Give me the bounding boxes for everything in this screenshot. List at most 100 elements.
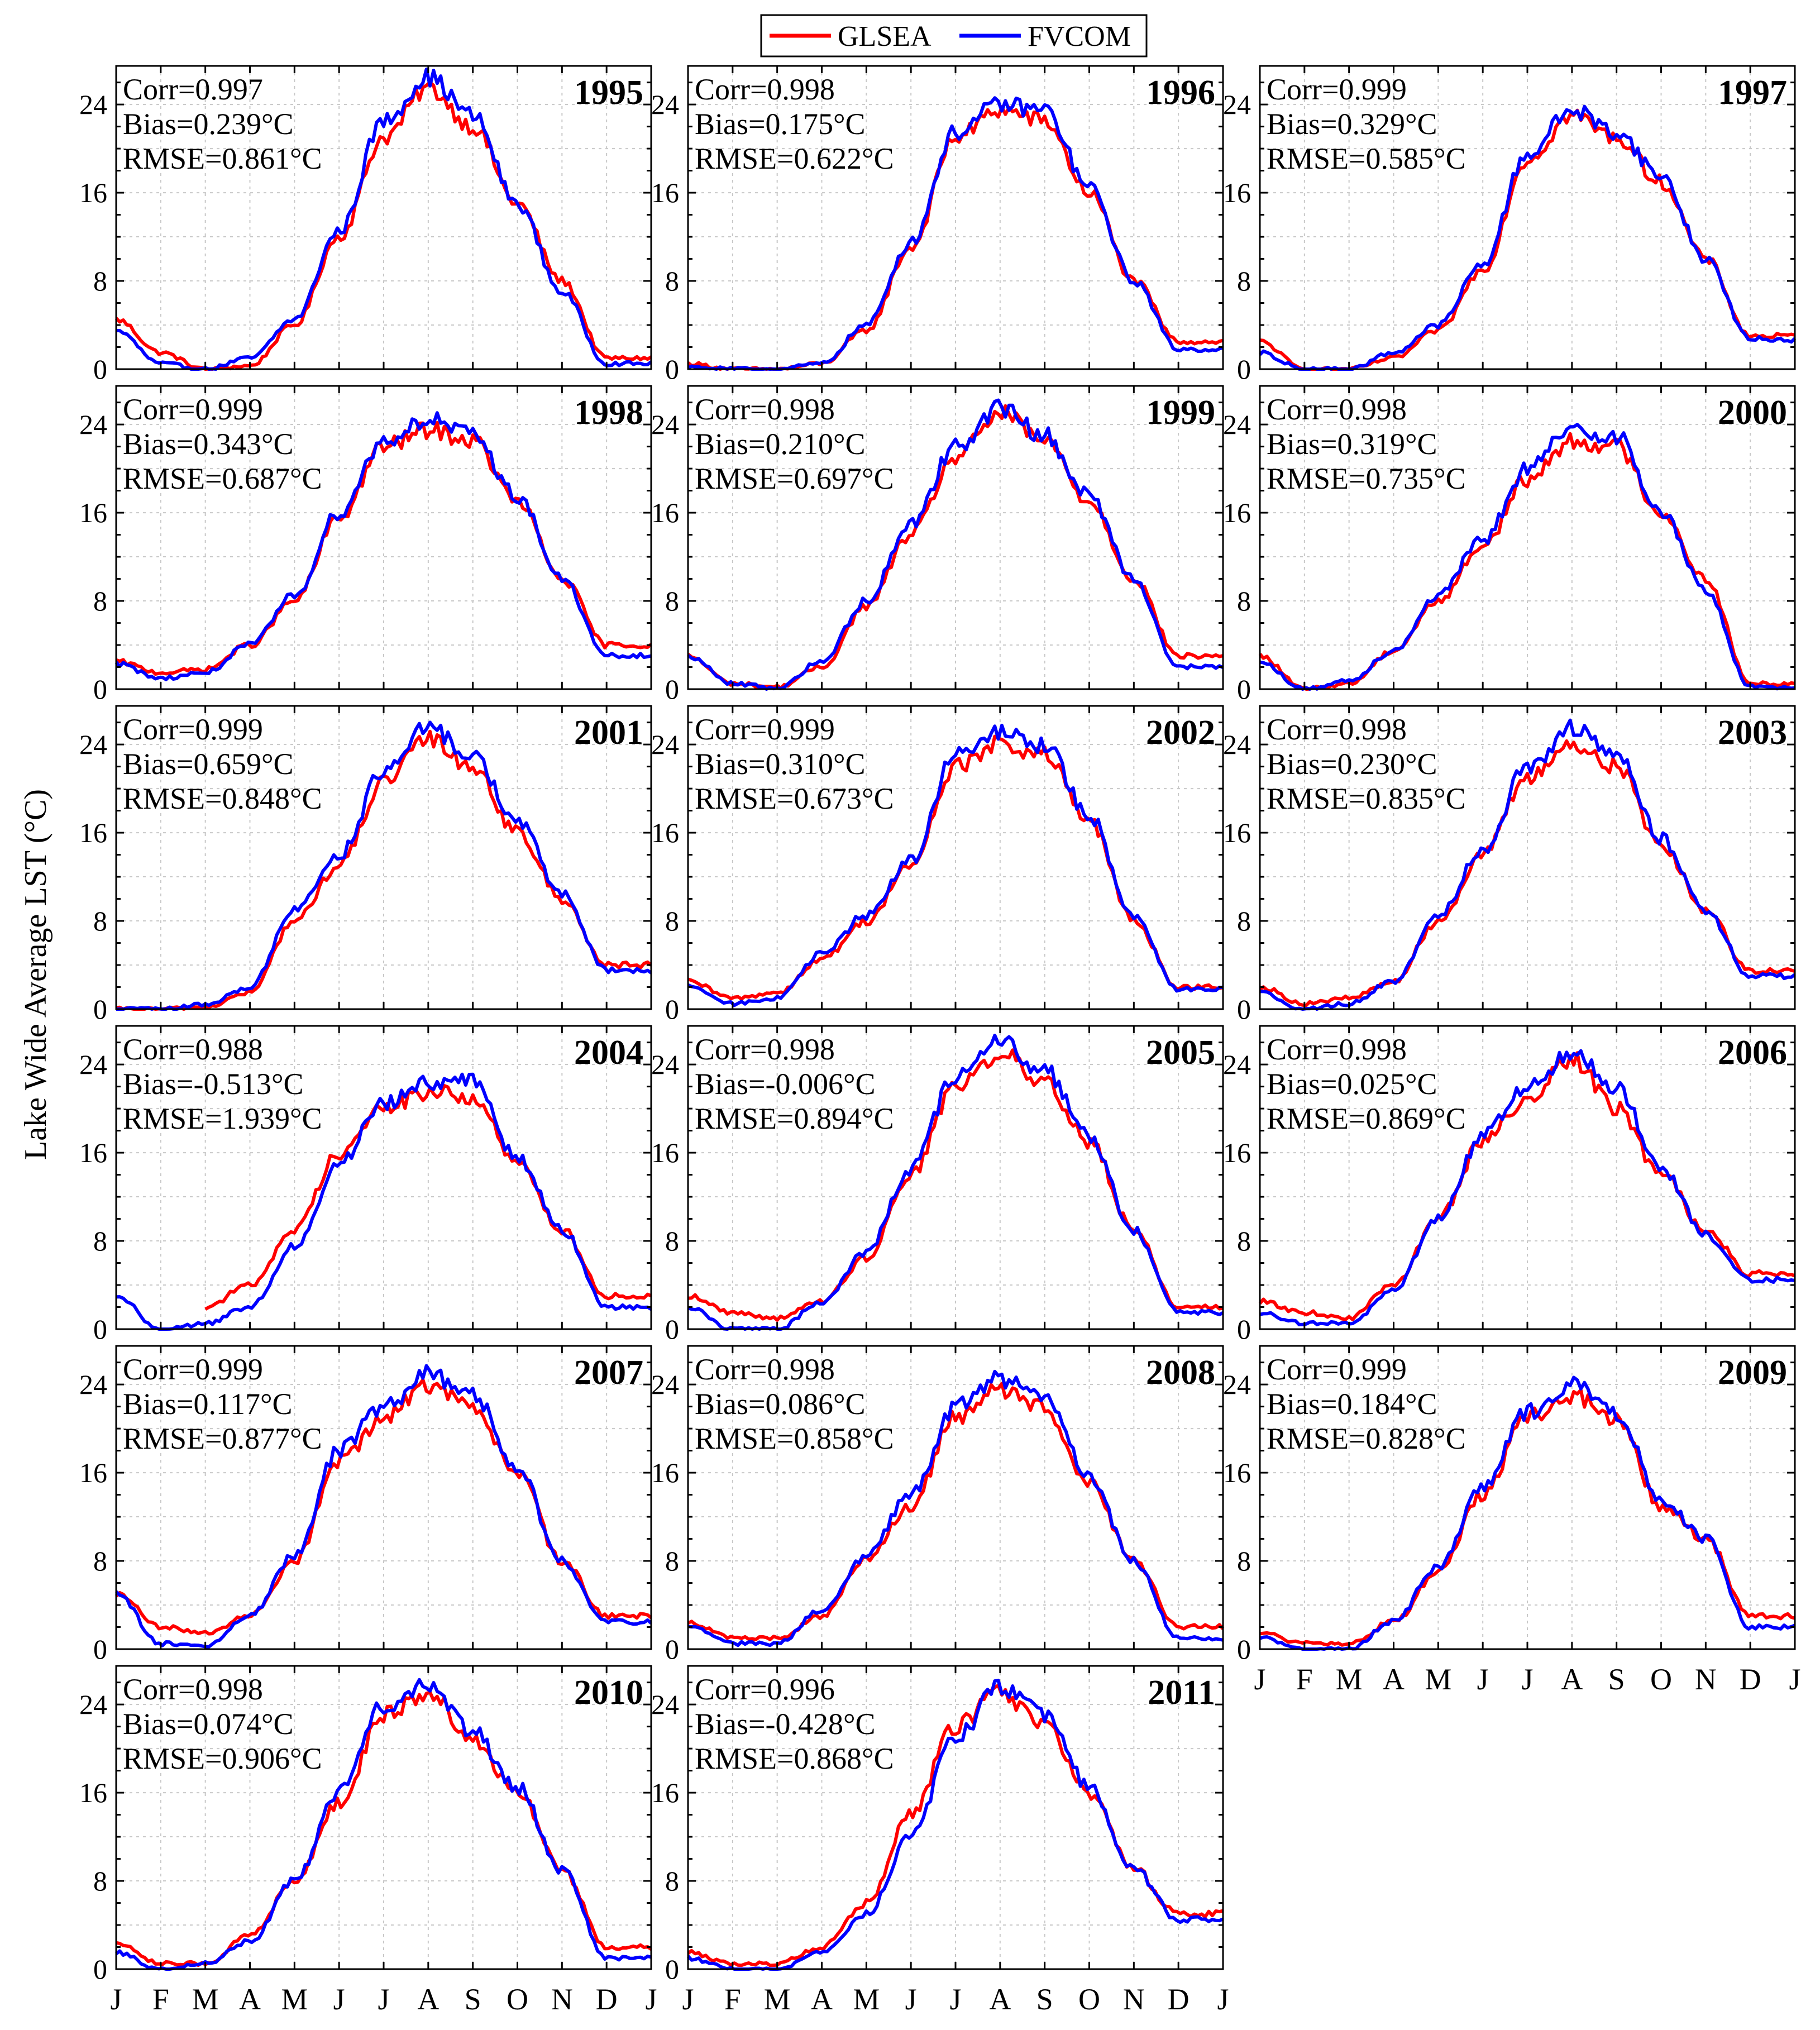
stat-text: RMSE=0.868°C xyxy=(695,1742,894,1775)
y-tick-label: 24 xyxy=(79,1049,107,1080)
month-label: J xyxy=(1217,1983,1229,2016)
glsea-line xyxy=(114,1378,652,1636)
stat-text: Bias=-0.513°C xyxy=(123,1067,304,1101)
stat-text: Corr=0.998 xyxy=(1267,1033,1407,1066)
stat-text: Corr=0.999 xyxy=(123,713,263,746)
month-label: S xyxy=(1608,1663,1625,1696)
y-tick-label: 24 xyxy=(651,1049,679,1080)
y-tick-label: 16 xyxy=(1223,1137,1251,1168)
stat-text: Corr=0.998 xyxy=(1267,713,1407,746)
stat-text: Corr=0.996 xyxy=(695,1673,835,1706)
panel-2009: 0 8 16 24 Corr=0.999Bias=0.184°CRMSE=0.828°C… xyxy=(1223,1345,1801,1696)
y-tick-label: 8 xyxy=(1237,585,1251,617)
y-tick-label: 0 xyxy=(1237,674,1251,705)
month-label: F xyxy=(152,1983,169,2016)
stat-text: Corr=0.997 xyxy=(123,73,263,106)
y-tick-label: 16 xyxy=(651,817,679,848)
month-label: J xyxy=(949,1983,961,2016)
y-tick-label: 0 xyxy=(1237,1313,1251,1345)
y-tick-label: 16 xyxy=(79,1137,107,1168)
y-tick-label: 0 xyxy=(665,354,679,385)
stat-text: Corr=0.988 xyxy=(123,1033,263,1066)
panel-year: 2011 xyxy=(1148,1674,1215,1712)
panel-year: 2009 xyxy=(1718,1354,1787,1392)
panels: 0 8 16 24 Corr=0.997Bias=0.239°CRMSE=0.861°C… xyxy=(79,65,1801,2016)
y-tick-label: 24 xyxy=(1223,1369,1251,1400)
stat-text: RMSE=0.848°C xyxy=(123,782,322,815)
y-tick-label: 0 xyxy=(93,1313,107,1345)
panel-year: 1996 xyxy=(1146,74,1215,112)
month-label: S xyxy=(1036,1983,1053,2016)
month-label: A xyxy=(239,1983,261,2016)
month-label: M xyxy=(281,1983,308,2016)
panel-2000: 0 8 16 24 Corr=0.998Bias=0.319°CRMSE=0.735°C… xyxy=(1223,385,1796,705)
y-tick-label: 8 xyxy=(1237,1225,1251,1257)
y-tick-label: 24 xyxy=(79,409,107,440)
y-tick-label: 8 xyxy=(665,1865,679,1897)
fvcom-line xyxy=(1259,423,1795,691)
panel-2004: 0 8 16 24 Corr=0.988Bias=-0.513°CRMSE=1.939°… xyxy=(79,1025,652,1345)
month-label: J xyxy=(333,1983,345,2016)
stat-text: RMSE=0.828°C xyxy=(1267,1422,1466,1455)
panel-2007: 0 8 16 24 Corr=0.999Bias=0.117°CRMSE=0.877°C… xyxy=(79,1345,652,1665)
month-label: J xyxy=(378,1983,389,2016)
y-tick-label: 8 xyxy=(665,1545,679,1577)
y-tick-label: 8 xyxy=(665,585,679,617)
month-label: J xyxy=(1254,1663,1265,1696)
month-label: S xyxy=(465,1983,481,2016)
month-label: J xyxy=(1477,1663,1489,1696)
stat-text: RMSE=0.622°C xyxy=(695,142,894,175)
panel-year: 2004 xyxy=(574,1034,643,1072)
stat-text: Corr=0.998 xyxy=(695,73,835,106)
y-tick-label: 0 xyxy=(93,674,107,705)
stat-text: RMSE=1.939°C xyxy=(123,1102,322,1135)
stat-text: RMSE=0.585°C xyxy=(1267,142,1466,175)
y-tick-label: 8 xyxy=(1237,1545,1251,1577)
y-tick-label: 8 xyxy=(93,585,107,617)
panel-year: 1995 xyxy=(574,74,643,112)
y-axis-label: Lake Wide Average LST (°C) xyxy=(18,789,53,1160)
month-label: N xyxy=(1123,1983,1145,2016)
stat-text: Bias=0.343°C xyxy=(123,427,294,461)
fvcom-line xyxy=(114,411,652,681)
glsea-line xyxy=(1259,739,1795,1007)
month-label: J xyxy=(110,1983,122,2016)
panel-2001: 0 8 16 24 Corr=0.999Bias=0.659°CRMSE=0.848°C… xyxy=(79,705,652,1025)
y-tick-label: 24 xyxy=(1223,729,1251,760)
panel-2006: 0 8 16 24 Corr=0.998Bias=0.025°CRMSE=0.869°C… xyxy=(1223,1025,1796,1345)
stat-text: Corr=0.999 xyxy=(695,713,835,746)
month-label: A xyxy=(417,1983,439,2016)
month-label: A xyxy=(1561,1663,1583,1696)
stat-text: RMSE=0.894°C xyxy=(695,1102,894,1135)
fvcom-line xyxy=(687,723,1224,1007)
y-tick-label: 0 xyxy=(665,1953,679,1985)
y-tick-label: 16 xyxy=(651,1777,679,1808)
month-label: M xyxy=(853,1983,880,2016)
legend-glsea-label: GLSEA xyxy=(838,21,932,52)
stat-text: RMSE=0.835°C xyxy=(1267,782,1466,815)
month-label: M xyxy=(764,1983,791,2016)
y-tick-label: 8 xyxy=(665,265,679,297)
panel-2011: 0 8 16 24 Corr=0.996Bias=-0.428°CRMSE=0.868°… xyxy=(651,1665,1229,2016)
stat-text: RMSE=0.858°C xyxy=(695,1422,894,1455)
y-tick-label: 0 xyxy=(93,1633,107,1665)
panel-year: 2007 xyxy=(574,1354,643,1392)
y-tick-label: 24 xyxy=(1223,1049,1251,1080)
y-tick-label: 16 xyxy=(79,177,107,208)
stat-text: Corr=0.998 xyxy=(1267,393,1407,426)
stat-text: Bias=0.329°C xyxy=(1267,107,1437,141)
stat-text: Bias=0.239°C xyxy=(123,107,294,141)
stat-text: RMSE=0.687°C xyxy=(123,462,322,495)
y-tick-label: 24 xyxy=(651,1369,679,1400)
y-tick-label: 16 xyxy=(79,817,107,848)
stat-text: Bias=0.659°C xyxy=(123,747,294,781)
y-tick-label: 16 xyxy=(651,177,679,208)
y-tick-label: 0 xyxy=(665,1633,679,1665)
y-tick-label: 16 xyxy=(79,1777,107,1808)
y-tick-label: 0 xyxy=(93,354,107,385)
y-tick-label: 16 xyxy=(1223,817,1251,848)
month-label: N xyxy=(551,1983,573,2016)
y-tick-label: 0 xyxy=(665,1313,679,1345)
stat-text: Bias=0.230°C xyxy=(1267,747,1437,781)
